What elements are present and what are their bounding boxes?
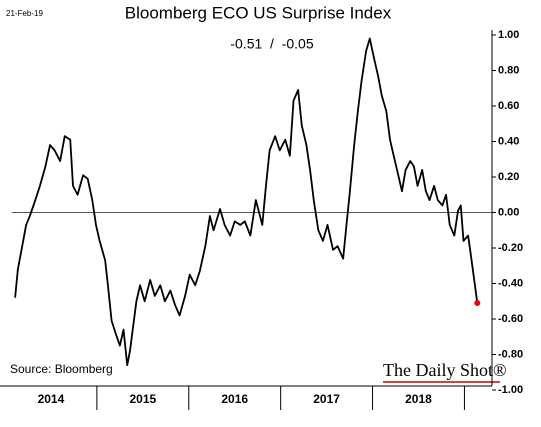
x-tick-label: 2018 <box>405 392 432 406</box>
x-tick-label: 2014 <box>38 392 65 406</box>
y-tick-label: -0.60 <box>498 313 523 325</box>
x-tick-label: 2015 <box>129 392 156 406</box>
y-tick-label: -0.80 <box>498 348 523 360</box>
y-tick-label: 0.60 <box>498 100 519 112</box>
x-tick-label: 2017 <box>313 392 340 406</box>
brand: The Daily Shot® <box>383 360 507 380</box>
chart-title: Bloomberg ECO US Surprise Index <box>125 3 392 22</box>
y-tick-label: -0.40 <box>498 277 523 289</box>
subtitle: -0.51 / -0.05 <box>230 36 313 52</box>
y-tick-label: 0.00 <box>498 206 519 218</box>
y-tick-label: 1.00 <box>498 29 519 41</box>
date-note: 21-Feb-19 <box>6 9 43 18</box>
last-point <box>474 300 481 307</box>
y-tick-label: 0.80 <box>498 64 519 76</box>
y-tick-label: 0.40 <box>498 135 519 147</box>
source: Source: Bloomberg <box>10 362 113 376</box>
y-tick-label: 0.20 <box>498 171 519 183</box>
line-series <box>14 37 479 367</box>
y-tick-label: -0.20 <box>498 242 523 254</box>
y-tick-label: -1.00 <box>498 384 523 396</box>
x-tick-label: 2016 <box>221 392 248 406</box>
